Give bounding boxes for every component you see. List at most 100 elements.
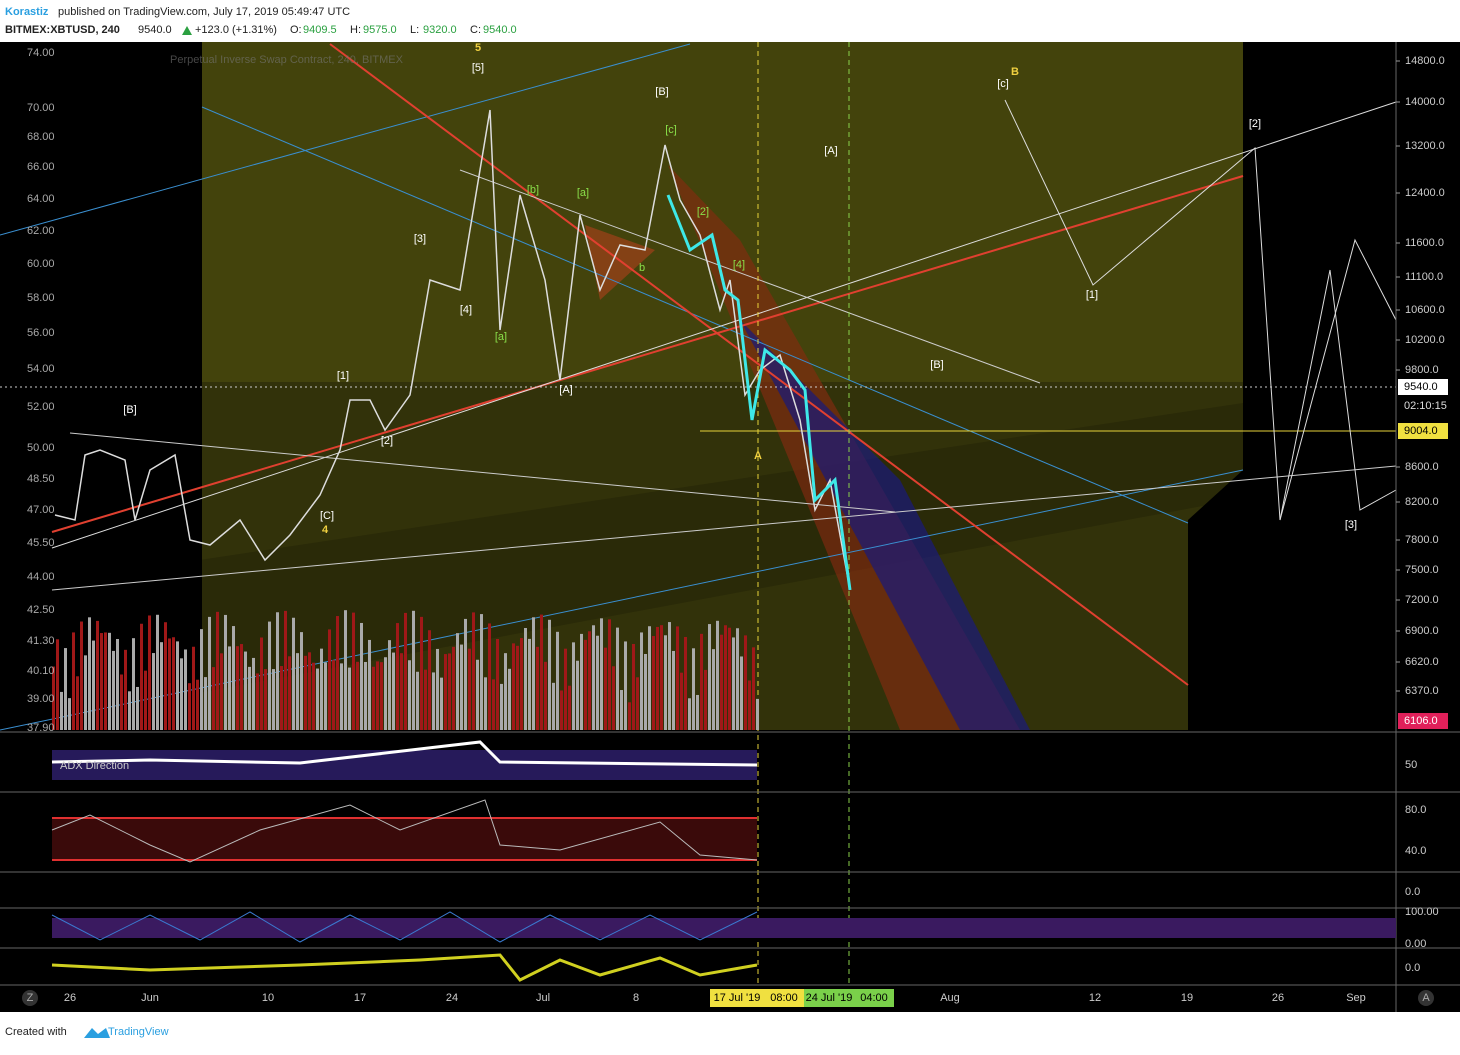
volume-bar [684,636,687,730]
left-axis-label: 68.00 [27,131,55,143]
volume-bar [340,663,343,730]
volume-bar [180,658,183,730]
volume-bar [264,669,267,730]
time-axis-label: 17 [354,992,366,1004]
right-axis-label: 11100.0 [1405,271,1443,283]
volume-bar [648,626,651,730]
trend-line [69,432,896,513]
volume-bar [576,660,579,730]
volume-bar [120,674,123,730]
volume-bar [476,659,479,730]
right-axis-label: 7800.0 [1405,534,1439,546]
left-axis-label: 58.00 [27,292,55,304]
volume-bar [352,612,355,730]
volume-bar [244,651,247,730]
wave-label: [5] [472,62,484,74]
watermark: Perpetual Inverse Swap Contract, 240, BI… [170,54,404,66]
right-axis-label: 7200.0 [1405,594,1439,606]
volume-bar [480,614,483,730]
volume-bar [220,653,223,730]
left-axis-label: 52.00 [27,401,55,413]
trend-line [329,43,1189,686]
volume-bar [656,626,659,730]
price-tag-text: 9004.0 [1404,425,1438,437]
volume-bar [508,668,511,730]
wave-label: [B] [930,359,943,371]
volume-bar [328,629,331,730]
change: +123.0 (+1.31%) [195,24,277,36]
volume-bar [600,618,603,730]
volume-bar [372,666,375,730]
volume-bar [256,673,259,730]
volume-bar [288,656,291,730]
left-axis-label: 41.30 [27,635,55,647]
wave-label: [2] [381,435,393,447]
wave-trend [51,953,758,982]
volume-bar [552,682,555,730]
volume-bar [744,635,747,730]
volume-bar [52,666,55,730]
volume-bar [564,648,567,730]
volume-bar [664,635,667,730]
channel [0,380,1396,730]
volume-bar [424,669,427,730]
time-axis-label: 24 [446,992,458,1004]
volume-bar [324,662,327,730]
volume-bar [524,628,527,730]
volume-bar [260,637,263,730]
volume-bar [436,648,439,730]
author: Korastiz [5,6,49,18]
indicator-panes [0,731,1460,986]
volume-bar [128,691,131,730]
volume-bar [676,626,679,730]
wave-label: [b] [527,184,539,196]
volume-bar [376,661,379,730]
price-tag [1398,423,1448,439]
volume-bar [160,642,163,730]
volume-bar [568,685,571,730]
volume-bar [400,653,403,730]
triangle [585,225,655,300]
volume-bar [612,666,615,730]
volume-bar [416,671,419,730]
volume-bar [212,667,215,730]
volume-bar [64,648,67,730]
volume-bar [448,653,451,730]
volume-bar [668,622,671,730]
volume-bar [752,647,755,730]
right-axis-label: 9800.0 [1405,364,1439,376]
right-axis-label: 8600.0 [1405,461,1439,473]
volume-bar [756,698,759,730]
right-axis-label: 10600.0 [1405,304,1445,316]
volume-bar [268,621,271,730]
ohlc-label: C: [470,24,481,36]
wave-label: [a] [577,187,589,199]
volume-bar [304,655,307,730]
volume-bar [528,638,531,730]
volume-bar [112,650,115,730]
volume-bar [104,632,107,730]
left-axis-label: 66.00 [27,161,55,173]
price-tag-text: 6106.0 [1404,715,1438,727]
volume-bar [276,612,279,730]
volume-bar [492,679,495,730]
left-axis-label: 48.50 [27,473,55,485]
time-axis-label: 26 [1272,992,1284,1004]
volume-bar [280,666,283,730]
volume-bar [512,643,515,730]
wave-label: [2] [1249,118,1261,130]
volume-bar [248,666,251,730]
volume-bar [392,652,395,730]
volume-bar [88,617,91,730]
volume-bar [644,653,647,730]
volume-bar [96,620,99,730]
volume-bar [412,610,415,730]
volume-bar [532,617,535,730]
right-axis-label: 8200.0 [1405,496,1439,508]
left-axis-label: 70.00 [27,102,55,114]
volume-bar [156,614,159,730]
volume-bar [544,661,547,730]
volume-bar [124,649,127,730]
footer-brand: TradingView [108,1026,169,1038]
symbol: BITMEX:XBTUSD, 240 [5,24,120,36]
